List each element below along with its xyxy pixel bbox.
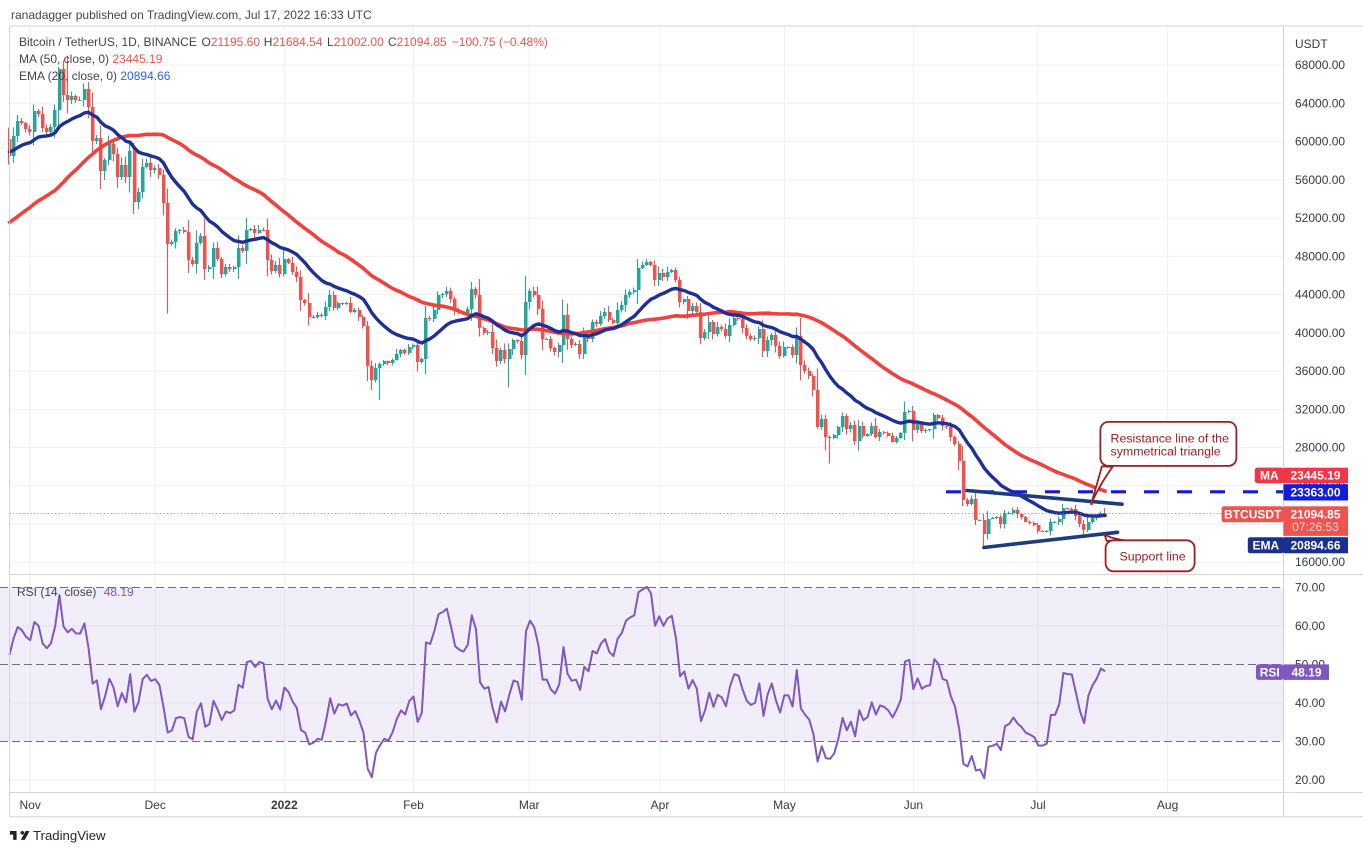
svg-text:16000.00: 16000.00 <box>1295 555 1345 569</box>
svg-text:28000.00: 28000.00 <box>1295 441 1345 455</box>
svg-text:40000.00: 40000.00 <box>1295 326 1345 340</box>
svg-text:Bitcoin / TetherUS, 1D, BINANC: Bitcoin / TetherUS, 1D, BINANCE O21195.60… <box>19 35 548 49</box>
svg-text:Support line: Support line <box>1120 550 1186 564</box>
svg-text:40.00: 40.00 <box>1295 696 1325 710</box>
svg-text:32000.00: 32000.00 <box>1295 402 1345 416</box>
svg-text:23445.19: 23445.19 <box>1290 469 1340 483</box>
svg-text:70.00: 70.00 <box>1295 581 1325 595</box>
svg-text:21094.85: 21094.85 <box>1290 508 1340 522</box>
svg-text:60000.00: 60000.00 <box>1295 135 1345 149</box>
svg-text:68000.00: 68000.00 <box>1295 58 1345 72</box>
svg-text:Jun: Jun <box>904 798 923 812</box>
svg-text:Aug: Aug <box>1157 798 1178 812</box>
svg-text:56000.00: 56000.00 <box>1295 173 1345 187</box>
svg-text:TradingView: TradingView <box>33 828 106 843</box>
svg-text:Dec: Dec <box>145 798 166 812</box>
svg-text:RSI: RSI <box>1260 665 1280 679</box>
svg-text:BTCUSDT: BTCUSDT <box>1224 508 1282 522</box>
svg-text:48.19: 48.19 <box>1291 665 1321 679</box>
svg-text:20.00: 20.00 <box>1295 773 1325 787</box>
svg-text:64000.00: 64000.00 <box>1295 96 1345 110</box>
svg-text:Feb: Feb <box>403 798 424 812</box>
svg-text:60.00: 60.00 <box>1295 619 1325 633</box>
svg-text:07:26:53: 07:26:53 <box>1292 520 1339 534</box>
svg-text:52000.00: 52000.00 <box>1295 211 1345 225</box>
svg-text:2022: 2022 <box>271 798 298 812</box>
svg-text:36000.00: 36000.00 <box>1295 364 1345 378</box>
svg-text:Jul: Jul <box>1030 798 1045 812</box>
svg-text:EMA: EMA <box>1252 538 1279 552</box>
svg-text:Nov: Nov <box>20 798 41 812</box>
svg-text:EMA (20, close, 0) 20894.66: EMA (20, close, 0) 20894.66 <box>19 69 171 83</box>
svg-text:20894.66: 20894.66 <box>1290 538 1340 552</box>
svg-text:Mar: Mar <box>519 798 540 812</box>
svg-text:30.00: 30.00 <box>1295 735 1325 749</box>
svg-text:Resistance line of the: Resistance line of the <box>1111 431 1230 445</box>
svg-text:MA: MA <box>1260 469 1279 483</box>
svg-text:44000.00: 44000.00 <box>1295 288 1345 302</box>
svg-text:May: May <box>773 798 796 812</box>
svg-text:ranadagger published on Tradin: ranadagger published on TradingView.com,… <box>11 8 372 22</box>
svg-text:symmetrical triangle: symmetrical triangle <box>1111 444 1221 458</box>
svg-text:23363.00: 23363.00 <box>1290 486 1340 500</box>
svg-text:48000.00: 48000.00 <box>1295 249 1345 263</box>
svg-text:Apr: Apr <box>651 798 670 812</box>
svg-text:USDT: USDT <box>1295 37 1328 51</box>
svg-text:MA (50, close, 0) 23445.19: MA (50, close, 0) 23445.19 <box>19 52 163 66</box>
svg-text:RSI (14, close) 48.19: RSI (14, close) 48.19 <box>17 585 134 599</box>
